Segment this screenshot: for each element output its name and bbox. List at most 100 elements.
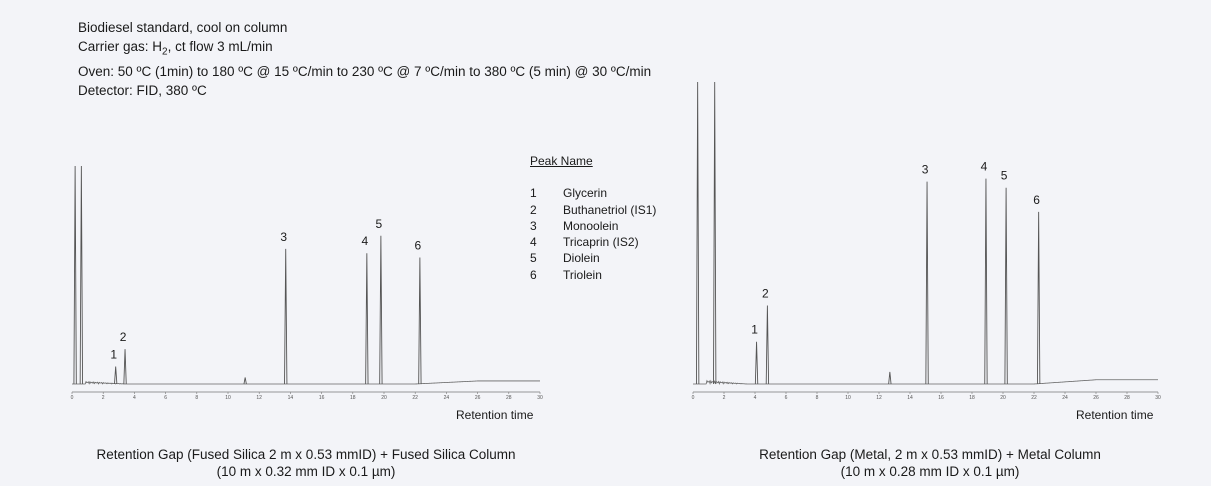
peak-label: 2 [762,286,769,300]
chromatogram-peak [1037,211,1041,385]
peak-label: 4 [981,160,988,174]
chromatogram-baseline [693,379,1158,386]
x-tick-label: 30 [1155,395,1161,401]
caption-right-line1: Retention Gap (Metal, 2 m x 0.53 mmID) +… [759,447,1101,462]
x-axis-label-right: Retention time [1076,408,1154,422]
chromatogram-peak [243,377,247,385]
x-tick-label: 18 [350,395,356,401]
peak-label: 5 [1001,169,1008,183]
x-tick-label: 26 [475,395,481,401]
chromatogram-peak [284,248,288,385]
chromatogram-peak [1004,187,1008,385]
peak-legend: Peak Name 1 Glycerin 2 Buthanetriol (IS1) … [530,153,656,283]
chromatogram-baseline [72,380,540,385]
x-tick-label: 22 [1031,395,1037,401]
x-tick-label: 18 [969,395,975,401]
x-tick-label: 20 [1000,395,1006,401]
chromatogram-peak [365,253,369,385]
carrier-gas-subscript: 2 [162,46,168,58]
legend-name: Diolein [563,251,600,266]
peak-label: 6 [415,239,422,253]
x-tick-label: 12 [256,395,262,401]
x-tick-label: 8 [816,395,819,401]
carrier-gas-suffix: , ct flow 3 mL/min [167,39,273,54]
legend-number: 2 [530,202,537,217]
x-tick-label: 4 [133,395,136,401]
caption-right-line2: (10 m x 0.28 mm ID x 0.1 µm) [840,464,1020,479]
chromatogram-peak [418,257,422,385]
legend-number: 6 [530,267,537,282]
legend-title: Peak Name [530,154,593,168]
peak-label: 2 [120,330,127,344]
x-tick-label: 16 [319,395,325,401]
chromatogram-peak [79,165,84,385]
caption-left: Retention Gap (Fused Silica 2 m x 0.53 m… [36,446,576,480]
peak-label: 3 [280,230,287,244]
legend-item: 6 Triolein [530,267,656,283]
x-tick-label: 24 [1062,395,1068,401]
condition-detector: Detector: FID, 380 ºC [78,82,207,98]
x-tick-label: 8 [195,395,198,401]
peak-label: 6 [1033,193,1040,207]
x-tick-label: 12 [876,395,882,401]
legend-name: Monoolein [563,218,619,233]
caption-left-line2: (10 m x 0.32 mm ID x 0.1 µm) [216,464,396,479]
legend-item: 3 Monoolein [530,218,656,234]
legend-number: 1 [530,186,537,201]
legend-number: 5 [530,251,537,266]
x-tick-label: 24 [444,395,450,401]
chromatogram-peak [123,349,127,385]
chromatogram-peak [888,371,892,385]
legend-name: Glycerin [563,186,608,201]
x-tick-label: 30 [537,395,543,401]
legend-item: 1 Glycerin [530,185,656,201]
carrier-gas-prefix: Carrier gas: H [78,39,163,54]
x-tick-label: 28 [1124,395,1130,401]
x-tick-label: 6 [164,395,167,401]
peak-label: 5 [376,217,383,231]
chromatogram-peak [713,81,717,385]
peak-label: 1 [110,348,117,362]
chromatogram-peak [696,81,700,385]
x-tick-label: 2 [723,395,726,401]
legend-item: 5 Diolein [530,250,656,266]
caption-left-line1: Retention Gap (Fused Silica 2 m x 0.53 m… [96,447,516,462]
condition-sample: Biodiesel standard, cool on column [78,20,288,35]
conditions-block: Biodiesel standard, cool on column Carri… [78,18,651,100]
x-tick-label: 6 [785,395,788,401]
chromatogram-peak [754,341,759,385]
chromatogram-peak [73,165,77,385]
peak-label: 4 [361,234,368,248]
chromatogram-peak [925,181,929,385]
x-tick-label: 22 [412,395,418,401]
x-tick-label: 14 [907,395,913,401]
peak-label: 3 [922,163,929,177]
x-tick-label: 20 [381,395,387,401]
chromatogram-peak [984,178,988,385]
x-tick-label: 4 [754,395,757,401]
chromatogram-peak [114,366,118,385]
peak-label: 1 [751,323,758,337]
x-tick-label: 16 [938,395,944,401]
legend-number: 3 [530,218,537,233]
caption-right: Retention Gap (Metal, 2 m x 0.53 mmID) +… [680,446,1180,480]
x-tick-label: 0 [692,395,695,401]
legend-name: Tricaprin (IS2) [563,235,639,250]
condition-carrier-gas: Carrier gas: H2, ct flow 3 mL/min [78,37,651,62]
x-tick-label: 26 [1093,395,1099,401]
legend-number: 4 [530,235,537,250]
legend-item: 2 Buthanetriol (IS1) [530,202,656,218]
chromatogram-peak [765,305,770,385]
chromatogram-peak [379,235,383,385]
condition-oven: Oven: 50 ºC (1min) to 180 ºC @ 15 ºC/min… [78,63,652,79]
x-tick-label: 10 [845,395,851,401]
legend-name: Buthanetriol (IS1) [563,202,657,217]
x-axis-label-left: Retention time [456,408,534,422]
legend-name: Triolein [563,267,602,282]
legend-item: 4 Tricaprin (IS2) [530,234,656,250]
x-tick-label: 28 [506,395,512,401]
x-tick-label: 0 [71,395,74,401]
x-tick-label: 2 [102,395,105,401]
x-tick-label: 14 [288,395,294,401]
